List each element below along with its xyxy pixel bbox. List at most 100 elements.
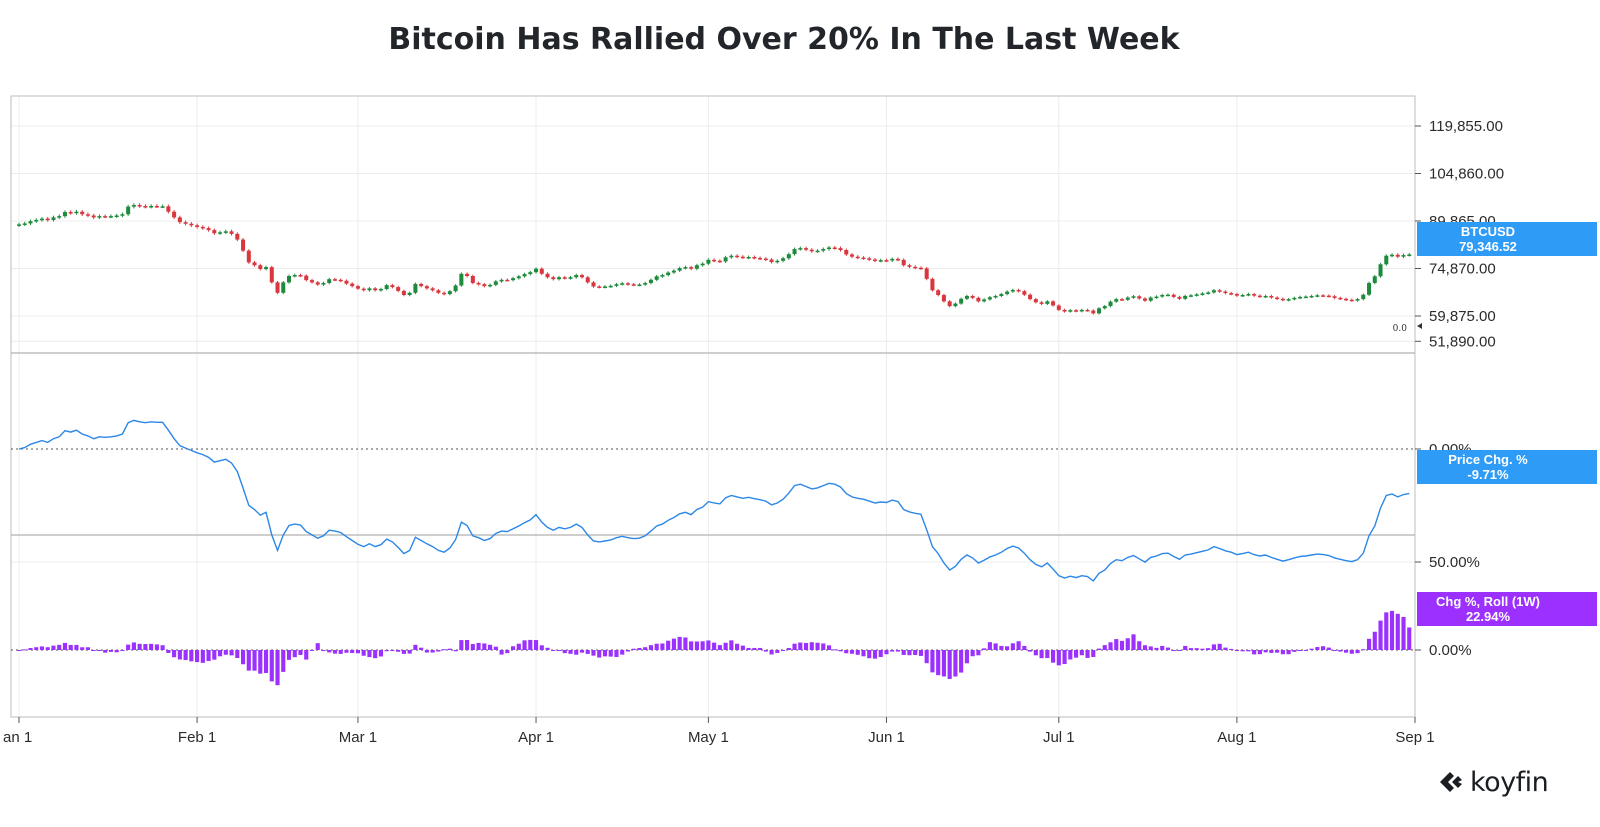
candle-body <box>424 286 429 289</box>
candle-body <box>120 214 125 216</box>
rolling-change-bar <box>683 637 688 650</box>
candle-body <box>867 258 872 260</box>
candle-body <box>792 249 797 255</box>
rolling-change-bar <box>499 650 504 655</box>
rolling-change-bar <box>126 644 131 650</box>
rolling-change-bar <box>1378 620 1383 650</box>
rolling-change-bar <box>855 650 860 655</box>
candle-body <box>447 291 452 295</box>
price-change-last-label-name: Price Chg. % <box>1448 452 1528 467</box>
candle-body <box>1039 302 1044 304</box>
candle-body <box>947 301 952 307</box>
candle-body <box>648 279 653 283</box>
rolling-change-bar <box>419 647 424 650</box>
rolling-change-bar <box>459 640 464 650</box>
candle-body <box>499 279 504 282</box>
candle-body <box>137 205 142 207</box>
candle-body <box>953 303 958 307</box>
rolling-change-bar <box>488 644 493 650</box>
rolling-change-bar <box>614 650 619 658</box>
rolling-change-bar <box>1028 650 1033 652</box>
rolling-change-bar <box>637 647 642 650</box>
rolling-change-bar <box>269 650 274 682</box>
rolling-change-bar <box>189 650 194 662</box>
candle-body <box>223 231 228 233</box>
rolling-change-bar <box>1223 647 1228 650</box>
candle-body <box>361 288 366 291</box>
candle-body <box>970 295 975 298</box>
rolling-change-bar <box>166 650 171 653</box>
candle-body <box>1332 296 1337 298</box>
candle-body <box>827 247 832 250</box>
candle-body <box>1407 254 1412 256</box>
candle-body <box>516 276 521 279</box>
rolling-change-bar <box>936 650 941 676</box>
rolling-change-bar <box>1269 650 1274 653</box>
rolling-change-bar <box>309 650 315 651</box>
rolling-change-series <box>11 610 1415 686</box>
candle-body <box>654 276 659 280</box>
rolling-change-bar <box>16 650 22 651</box>
rolling-change-bar <box>976 650 981 656</box>
candle-body <box>568 277 573 279</box>
x-tick-label: Sep 1 <box>1395 729 1434 746</box>
candle-body <box>275 282 280 293</box>
candle-body <box>264 267 269 270</box>
rolling-change-bar <box>964 650 969 664</box>
rolling-change-bar <box>1361 649 1366 651</box>
candle-body <box>1275 297 1280 300</box>
rolling-change-bar <box>476 642 481 650</box>
rolling-change-bar <box>1280 650 1285 655</box>
candle-body <box>844 250 849 255</box>
candle-body <box>1269 295 1274 298</box>
rolling-change-bar <box>137 643 142 650</box>
rolling-change-bar <box>275 650 280 686</box>
rolling-change-bar <box>235 650 240 658</box>
candle-body <box>321 282 326 285</box>
candle-body <box>522 274 527 277</box>
price-change-last-label-value: -9.71% <box>1467 467 1509 482</box>
rolling-change-bar <box>918 650 924 656</box>
rolling-change-bar <box>700 641 705 650</box>
candle-body <box>982 299 987 302</box>
candle-body <box>999 294 1004 296</box>
candle-body <box>735 255 740 258</box>
candle-body <box>269 267 274 283</box>
rolling-change-bar <box>780 650 786 651</box>
price-axis-label: 74,870.00 <box>1429 261 1496 278</box>
rolling-change-bar <box>1343 650 1349 653</box>
candle-body <box>482 284 487 287</box>
candle-body <box>1171 294 1176 297</box>
rolling-change-axis-label: 0.00% <box>1429 642 1472 659</box>
candle-body <box>625 283 630 285</box>
rolling-change-bar <box>396 650 401 652</box>
candle-body <box>1010 289 1015 292</box>
koyfin-brand[interactable]: koyfin <box>1436 764 1549 800</box>
candle-body <box>924 268 929 279</box>
rolling-change-bar <box>1091 650 1096 657</box>
candle-body <box>838 248 843 251</box>
rolling-change-bar <box>597 650 602 658</box>
candle-body <box>1211 290 1216 293</box>
rolling-change-bar <box>361 650 366 656</box>
candle-body <box>62 212 67 217</box>
rolling-change-bar <box>528 639 533 650</box>
rolling-change-bar <box>103 650 108 653</box>
rolling-change-bar <box>602 650 608 657</box>
candle-body <box>1177 296 1182 299</box>
candle-body <box>1361 294 1366 300</box>
candle-body <box>493 281 498 285</box>
rolling-change-bar <box>51 645 56 650</box>
rolling-change-bar <box>160 645 165 650</box>
rolling-change-bar <box>1119 640 1125 650</box>
rolling-change-bar <box>229 650 234 656</box>
candle-body <box>832 247 837 249</box>
candle-body <box>338 279 343 282</box>
rolling-change-bar <box>947 650 952 679</box>
rolling-change-bar <box>172 650 177 658</box>
candle-body <box>16 224 22 226</box>
candle-body <box>562 277 567 279</box>
rolling-change-bar <box>838 650 843 652</box>
rolling-change-last-label: Chg %, Roll (1W)22.94% <box>1417 592 1597 626</box>
rolling-change-bar <box>1355 650 1360 654</box>
